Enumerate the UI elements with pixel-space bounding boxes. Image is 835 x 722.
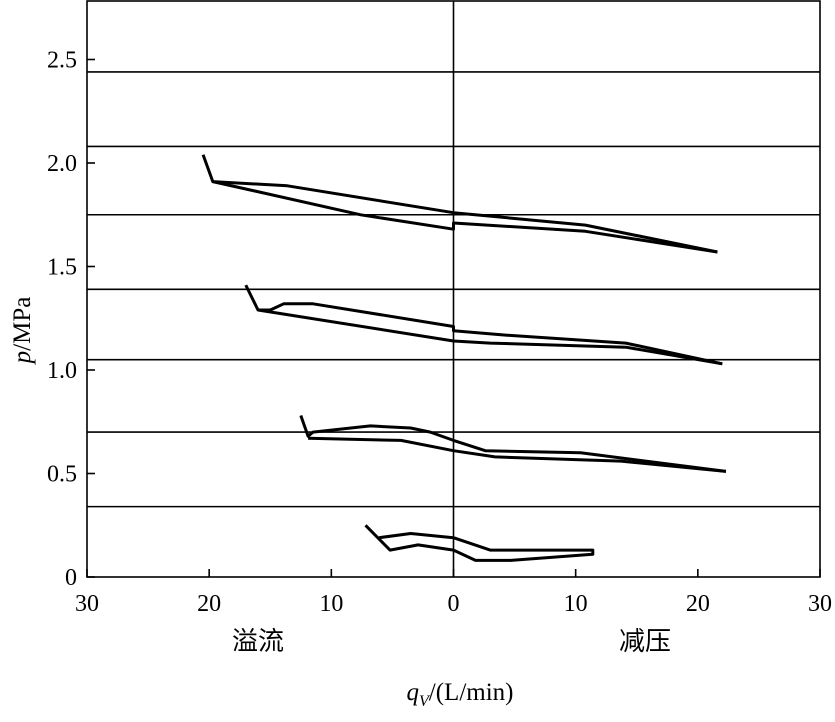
region-label-right: 减压 <box>619 627 671 656</box>
x-tick-label: 20 <box>197 591 221 617</box>
x-axis-label-subscript: V <box>419 693 431 710</box>
x-tick-label: 20 <box>686 591 710 617</box>
series-line <box>257 308 723 366</box>
x-tick-label: 10 <box>564 591 588 617</box>
x-axis-label-symbol: q <box>407 679 420 706</box>
series-group <box>201 154 727 562</box>
y-tick-label: 1.5 <box>47 255 77 281</box>
grid-lines <box>87 1 820 577</box>
y-axis-label: p/MPa <box>9 297 36 366</box>
region-label-left: 溢流 <box>232 627 284 656</box>
y-tick-label: 2.5 <box>47 48 77 74</box>
x-tick-label: 30 <box>75 591 99 617</box>
x-tick-label: 10 <box>319 591 343 617</box>
series-line <box>299 415 727 473</box>
x-axis-label: qV/(L/min) <box>407 679 514 710</box>
y-tick-label: 0.5 <box>47 462 77 488</box>
x-axis-label-unit: /(L/min) <box>429 679 514 706</box>
series-line <box>308 436 727 473</box>
y-tick-label: 1.0 <box>47 358 77 384</box>
series-line <box>364 524 595 562</box>
series-line <box>201 154 718 254</box>
y-axis-label-unit: /MPa <box>9 297 36 351</box>
y-tick-label: 0 <box>65 565 77 591</box>
series-line <box>212 180 718 254</box>
x-tick-label: 30 <box>808 591 832 617</box>
y-axis-label-symbol: p <box>9 351 36 366</box>
y-tick-label: 2.0 <box>47 151 77 177</box>
x-tick-label: 0 <box>448 591 460 617</box>
